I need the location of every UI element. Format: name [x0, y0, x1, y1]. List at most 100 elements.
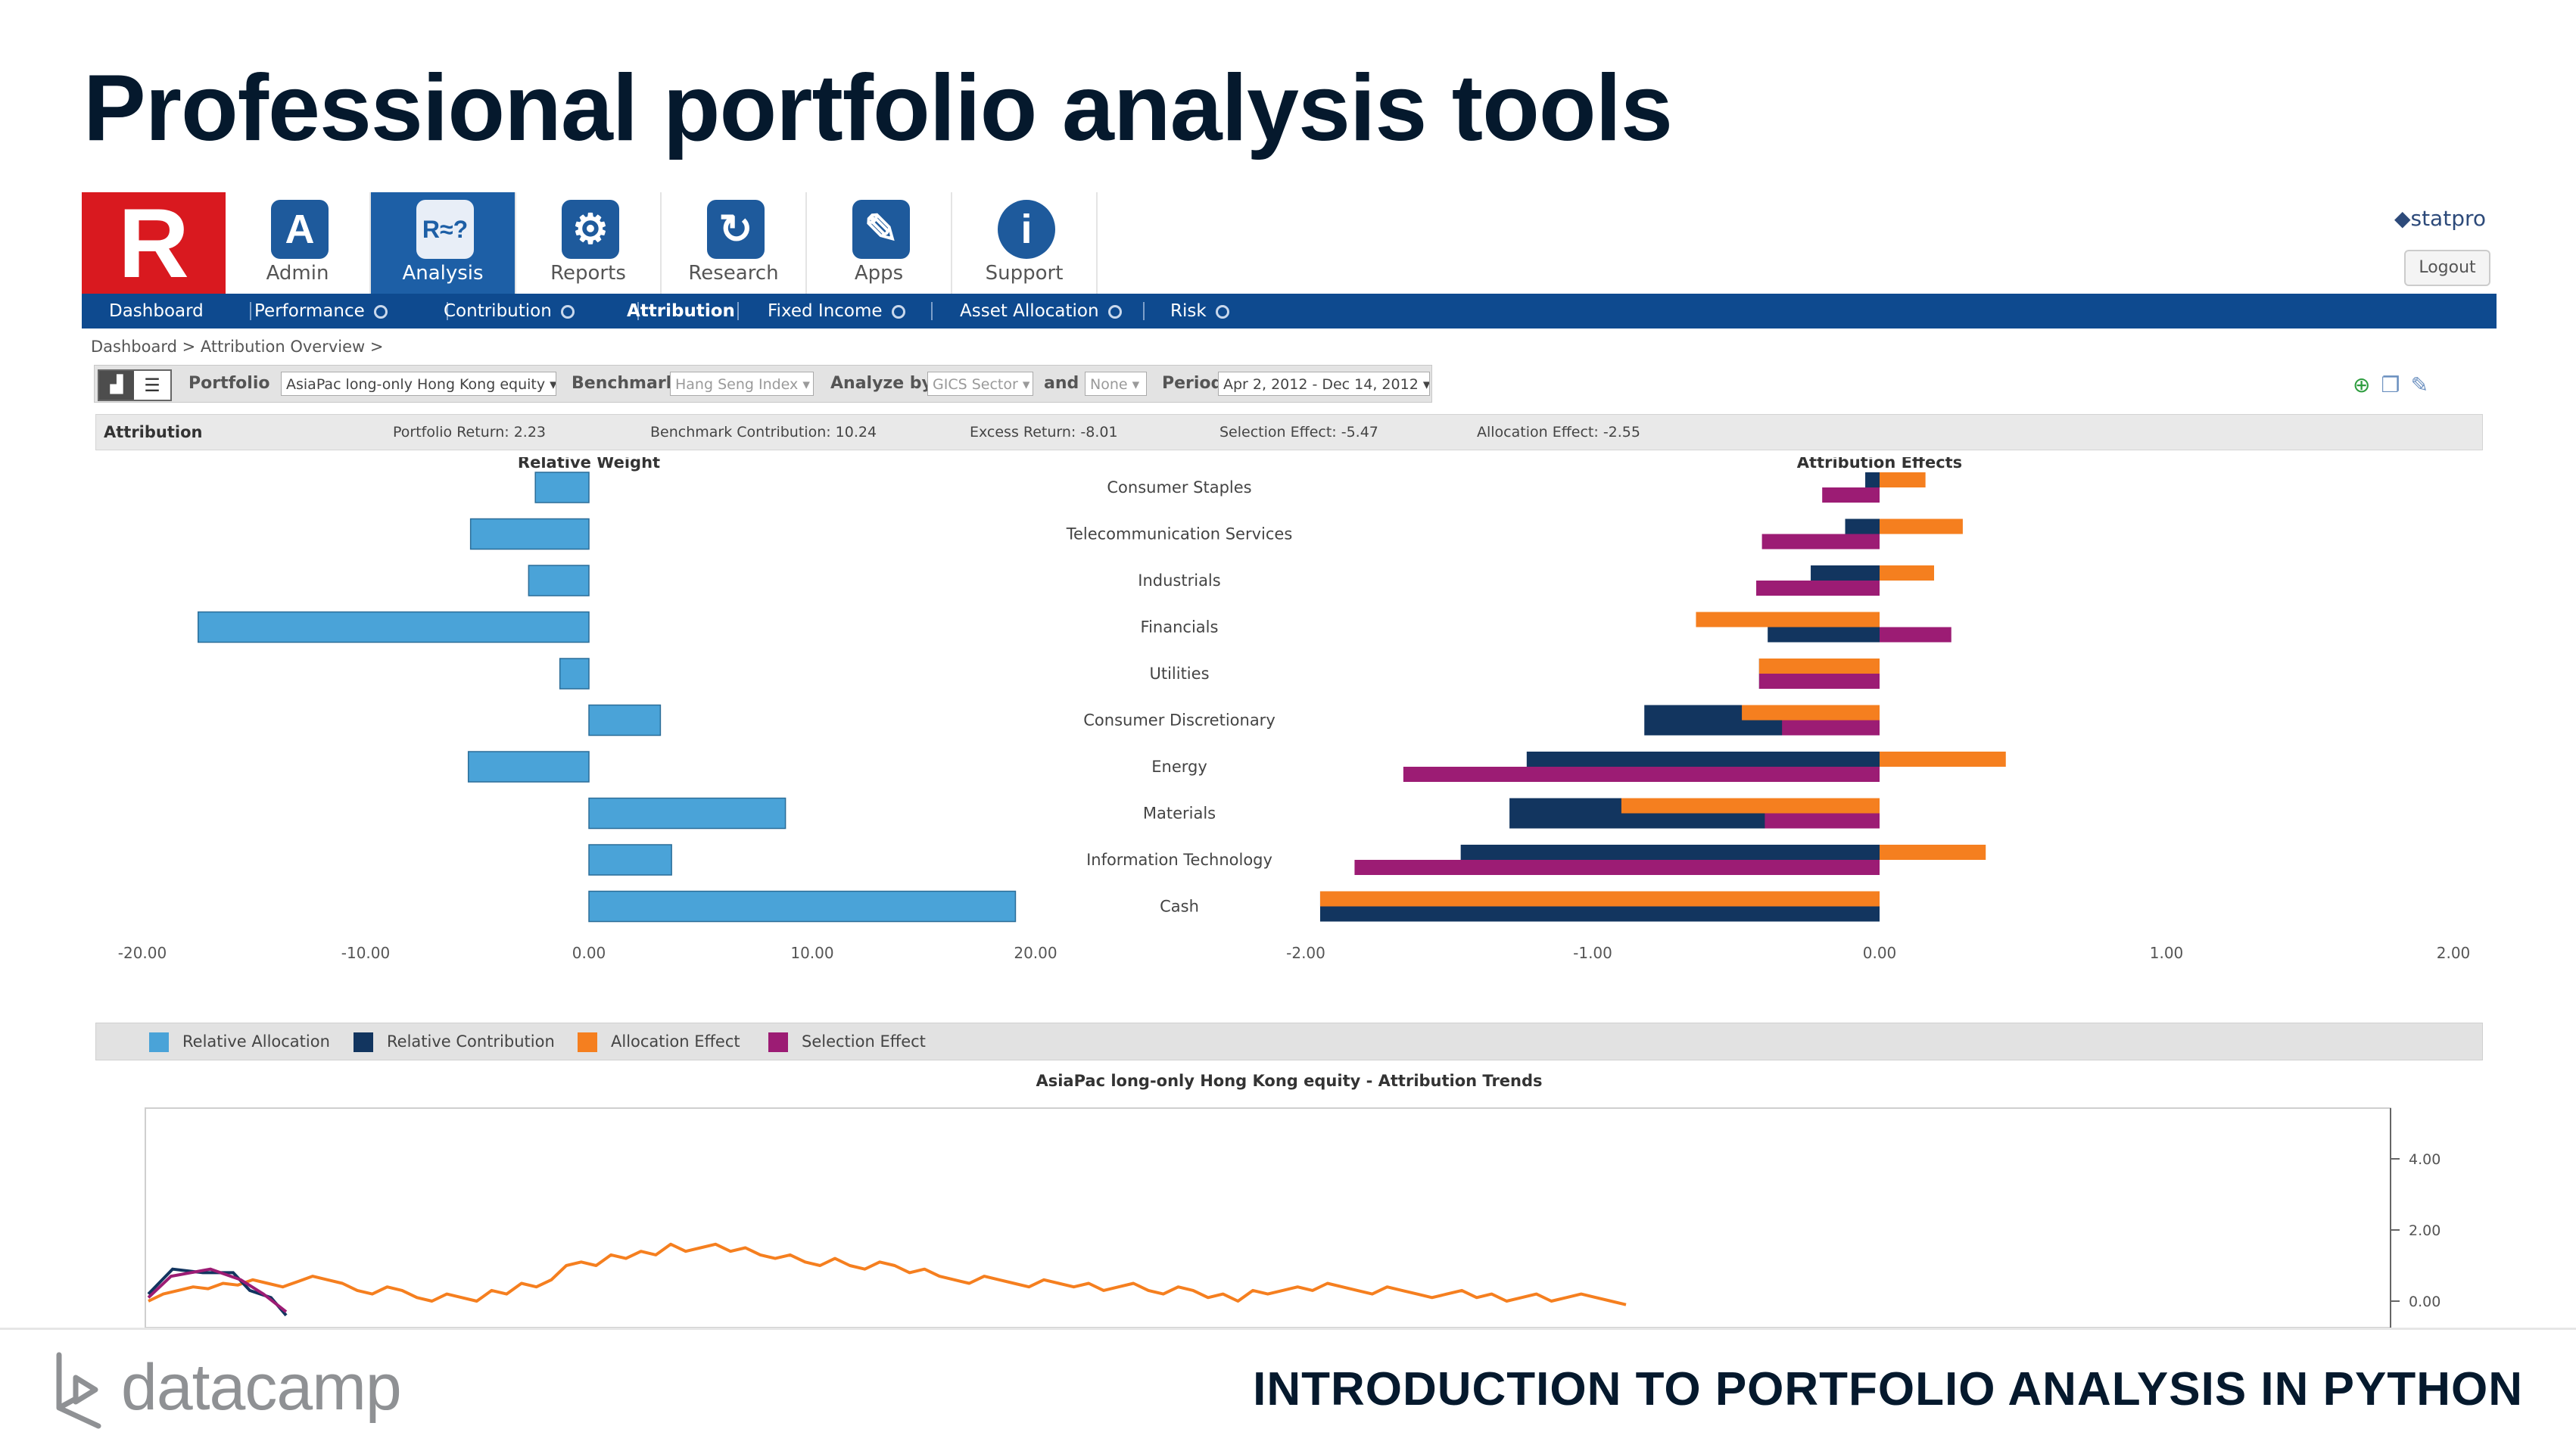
relative-contribution-trend-line [147, 1267, 288, 1317]
add-icon[interactable]: ⊕ [2353, 372, 2371, 397]
analyze-by-select[interactable]: GICS Sector ▾ [927, 372, 1033, 396]
analyze-by-label: Analyze by [830, 374, 933, 393]
expand-icon [373, 304, 388, 319]
chevron-down-icon: ▾ [1422, 376, 1430, 393]
category-label-cash: Cash [1160, 898, 1199, 916]
secondary-value: None [1090, 376, 1128, 393]
portfolio-return: Portfolio Return: 2.23 [393, 424, 546, 441]
relative-allocation-bar [588, 797, 787, 830]
nav-performance[interactable]: Performance [254, 294, 388, 328]
expand-icon [891, 304, 905, 319]
chart-legend: Relative Allocation Relative Contributio… [95, 1023, 2483, 1060]
view-toggle[interactable]: ▟ ☰ [98, 369, 172, 401]
wrench-icon[interactable]: ✎ [2410, 372, 2429, 397]
copy-icon[interactable]: ❐ [2381, 372, 2400, 397]
course-title: INTRODUCTION TO PORTFOLIO ANALYSIS IN PY… [1253, 1363, 2523, 1415]
selection-effect-bar [1761, 534, 1880, 550]
legend-relative-allocation[interactable]: Relative Allocation [149, 1023, 330, 1060]
allocation-effect-bar [1758, 659, 1880, 674]
nav-dashboard[interactable]: Dashboard [109, 294, 204, 328]
selection-effect: Selection Effect: -5.47 [1219, 424, 1378, 441]
logout-button[interactable]: Logout [2404, 250, 2490, 286]
tool-reports-label: Reports [550, 262, 626, 285]
nav-asset-allocation[interactable]: Asset Allocation [960, 294, 1122, 328]
tool-admin-label: Admin [266, 262, 329, 285]
tool-analysis-button[interactable]: R≈? Analysis [371, 192, 516, 294]
allocation-effect-bar [1880, 565, 1935, 581]
relative-weight-tick-label: -20.00 [118, 944, 167, 962]
attribution-effects-tick-label: 1.00 [2150, 944, 2184, 962]
relative-weight-tick-label: 10.00 [790, 944, 833, 962]
expand-icon [1107, 304, 1122, 319]
attribution-effects-tick-label: 2.00 [2437, 944, 2471, 962]
allocation-effect-bar [1880, 752, 2006, 767]
nav-risk-label: Risk [1170, 301, 1207, 321]
trend-y-tick-label: 0.00 [2409, 1294, 2441, 1310]
tool-support-button[interactable]: i Support [952, 192, 1098, 294]
legend-allocation-effect[interactable]: Allocation Effect [578, 1023, 740, 1060]
secondary-select[interactable]: None ▾ [1085, 372, 1147, 396]
chevron-down-icon: ▾ [1132, 376, 1140, 393]
support-icon: i [998, 200, 1055, 259]
legend-swatch [149, 1032, 169, 1052]
nav-risk[interactable]: Risk [1170, 294, 1229, 328]
category-label-consumer-staples: Consumer Staples [1107, 478, 1251, 497]
selection-effect-trend-line [147, 1267, 288, 1313]
statpro-app-window: R A Admin R≈? Analysis ⚙ Reports ↻ Resea… [82, 192, 2497, 1328]
nav-divider [931, 302, 933, 320]
nav-attribution[interactable]: Attribution [627, 294, 735, 328]
breadcrumb[interactable]: Dashboard > Attribution Overview > [91, 338, 384, 356]
legend-selection-effect[interactable]: Selection Effect [768, 1023, 926, 1060]
legend-swatch [768, 1032, 788, 1052]
trend-y-tick-label: 4.00 [2409, 1151, 2441, 1168]
trend-y-tick-label: 2.00 [2409, 1222, 2441, 1239]
attribution-trend-chart: 4.00 2.00 0.00 [145, 1107, 2441, 1328]
nav-attribution-label: Attribution [627, 301, 735, 321]
portfolio-select[interactable]: AsiaPac long-only Hong Kong equity ▾ [281, 372, 556, 396]
relative-allocation-bar [588, 890, 1017, 923]
category-label-financials: Financials [1141, 618, 1219, 637]
relative-allocation-bar [467, 751, 590, 783]
filter-bar: ▟ ☰ Portfolio AsiaPac long-only Hong Kon… [94, 365, 1432, 403]
main-nav: Dashboard Performance Contribution Attri… [82, 294, 2497, 328]
apps-icon: ✎ [852, 200, 910, 259]
nav-fixed-income-label: Fixed Income [768, 301, 883, 321]
diamond-icon: ◆ [2394, 206, 2411, 231]
benchmark-contribution: Benchmark Contribution: 10.24 [650, 424, 877, 441]
category-label-utilities: Utilities [1149, 665, 1209, 683]
relative-weight-tick-label: 20.00 [1014, 944, 1057, 962]
benchmark-label: Benchmark [572, 374, 677, 393]
allocation-effect-bar [1696, 612, 1880, 627]
chevron-down-icon: ▾ [550, 376, 556, 393]
selection-effect-bar [1880, 627, 1951, 643]
relative-allocation-bar [198, 611, 590, 643]
allocation-effect-trend-line [148, 1242, 1627, 1306]
tool-research-label: Research [688, 262, 779, 285]
nav-fixed-income[interactable]: Fixed Income [768, 294, 905, 328]
relative-weight-tick-label: 0.00 [572, 944, 606, 962]
chart-view-icon[interactable]: ▟ [99, 371, 134, 400]
tool-admin-button[interactable]: A Admin [226, 192, 371, 294]
tool-support-label: Support [985, 262, 1064, 285]
relative-allocation-bar [469, 518, 590, 550]
legend-swatch [578, 1032, 597, 1052]
period-select[interactable]: Apr 2, 2012 - Dec 14, 2012 ▾ [1218, 372, 1430, 396]
brand-name: datacamp [121, 1351, 402, 1424]
legend-swatch [354, 1032, 373, 1052]
benchmark-select[interactable]: Hang Seng Index ▾ [670, 372, 814, 396]
tool-apps-label: Apps [854, 262, 904, 285]
selection-effect-bar [1403, 767, 1880, 782]
relative-allocation-bar [528, 565, 590, 596]
legend-relative-contribution[interactable]: Relative Contribution [354, 1023, 555, 1060]
app-logo[interactable]: R [82, 192, 226, 294]
tool-reports-button[interactable]: ⚙ Reports [516, 192, 662, 294]
table-view-icon[interactable]: ☰ [144, 375, 160, 396]
tool-apps-button[interactable]: ✎ Apps [807, 192, 952, 294]
nav-contribution[interactable]: Contribution [444, 294, 575, 328]
allocation-effect-bar [1880, 518, 1963, 534]
nav-divider [737, 302, 739, 320]
tool-research-button[interactable]: ↻ Research [662, 192, 807, 294]
relative-allocation-bar [534, 472, 590, 503]
selection-effect-bar [1354, 860, 1880, 875]
nav-divider [637, 302, 639, 320]
